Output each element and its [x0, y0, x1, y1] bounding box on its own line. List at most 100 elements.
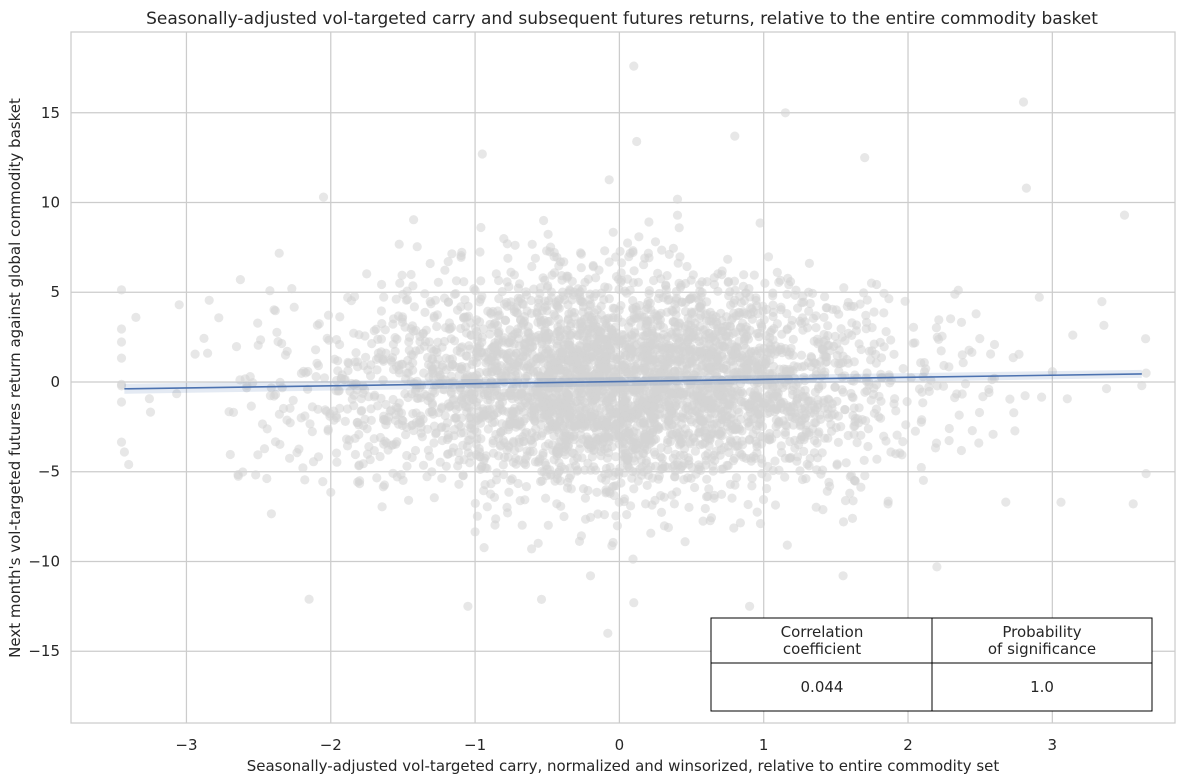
scatter-point — [497, 287, 507, 297]
scatter-point — [1005, 394, 1015, 404]
scatter-point — [204, 295, 214, 305]
scatter-point — [427, 398, 437, 408]
scatter-point — [620, 494, 630, 504]
scatter-point — [817, 448, 827, 458]
scatter-point — [474, 297, 485, 307]
scatter-point — [667, 490, 677, 500]
scatter-point — [443, 449, 453, 459]
scatter-point — [644, 289, 654, 299]
scatter-point — [840, 336, 850, 346]
scatter-point — [463, 601, 473, 611]
scatter-point — [531, 385, 541, 395]
scatter-point — [311, 372, 321, 382]
scatter-point — [840, 496, 851, 506]
scatter-point — [910, 426, 921, 436]
scatter-point — [813, 395, 823, 405]
scatter-point — [335, 312, 345, 322]
scatter-point — [723, 368, 733, 378]
scatter-point — [709, 273, 719, 283]
scatter-point — [703, 352, 713, 362]
scatter-point — [448, 359, 458, 370]
scatter-point — [776, 441, 786, 451]
scatter-point — [282, 346, 292, 356]
scatter-point — [645, 316, 655, 326]
scatter-point — [531, 332, 541, 342]
scatter-point — [791, 380, 801, 390]
scatter-point — [744, 284, 754, 294]
scatter-point — [628, 296, 638, 306]
scatter-point — [540, 324, 550, 334]
scatter-point — [452, 346, 462, 356]
stats-header-probability: Probability of significance — [988, 623, 1096, 658]
stats-table: Correlation coefficient Probability of sig… — [710, 617, 1153, 712]
scatter-point — [811, 418, 821, 428]
scatter-point — [767, 370, 777, 380]
scatter-point — [728, 360, 738, 370]
scatter-point — [566, 470, 576, 480]
scatter-point — [790, 290, 800, 300]
scatter-point — [578, 396, 588, 406]
scatter-point — [116, 437, 127, 447]
scatter-point — [441, 323, 451, 333]
scatter-point — [656, 507, 667, 517]
scatter-point — [875, 337, 885, 347]
scatter-point — [801, 391, 811, 401]
scatter-point — [246, 401, 256, 411]
scatter-point — [350, 291, 360, 302]
scatter-point — [622, 288, 632, 298]
scatter-point — [355, 476, 365, 486]
scatter-point — [974, 407, 985, 418]
scatter-point — [714, 340, 725, 350]
scatter-point — [1101, 384, 1112, 394]
scatter-point — [653, 293, 664, 304]
scatter-point — [626, 437, 637, 447]
scatter-point — [116, 397, 127, 407]
scatter-point — [502, 353, 512, 363]
scatter-point — [513, 478, 523, 489]
scatter-point — [379, 480, 390, 490]
scatter-point — [332, 457, 342, 467]
scatter-point — [686, 275, 696, 285]
scatter-points — [116, 61, 1151, 638]
y-tick-label: −5 — [38, 463, 60, 481]
scatter-point — [472, 358, 482, 368]
scatter-point — [621, 427, 632, 437]
scatter-point — [719, 442, 729, 453]
scatter-point — [450, 413, 461, 423]
scatter-point — [527, 239, 537, 249]
scatter-point — [372, 473, 382, 483]
scatter-point — [479, 486, 489, 496]
scatter-point — [199, 333, 209, 343]
scatter-point — [565, 330, 575, 340]
scatter-point — [408, 365, 418, 375]
scatter-point — [172, 389, 182, 399]
scatter-point — [780, 430, 791, 440]
scatter-point — [547, 270, 557, 280]
scatter-point — [496, 440, 506, 450]
scatter-point — [522, 451, 532, 461]
scatter-point — [932, 562, 942, 572]
scatter-point — [770, 456, 780, 466]
scatter-point — [408, 420, 418, 430]
scatter-point — [673, 338, 684, 349]
scatter-point — [419, 389, 429, 399]
scatter-point — [707, 402, 717, 412]
scatter-point — [626, 501, 636, 511]
scatter-point — [629, 266, 639, 276]
scatter-point — [669, 317, 679, 327]
scatter-point — [381, 348, 391, 358]
scatter-point — [819, 337, 829, 347]
scatter-point — [530, 253, 541, 263]
scatter-point — [394, 398, 404, 408]
scatter-point — [719, 406, 729, 416]
scatter-point — [697, 416, 707, 426]
scatter-point — [800, 401, 810, 411]
scatter-point — [563, 271, 573, 281]
scatter-point — [886, 335, 896, 345]
scatter-point — [262, 424, 272, 434]
scatter-point — [708, 319, 719, 330]
scatter-point — [1037, 392, 1047, 402]
scatter-point — [439, 293, 450, 303]
scatter-point — [713, 326, 723, 336]
scatter-point — [556, 319, 566, 329]
